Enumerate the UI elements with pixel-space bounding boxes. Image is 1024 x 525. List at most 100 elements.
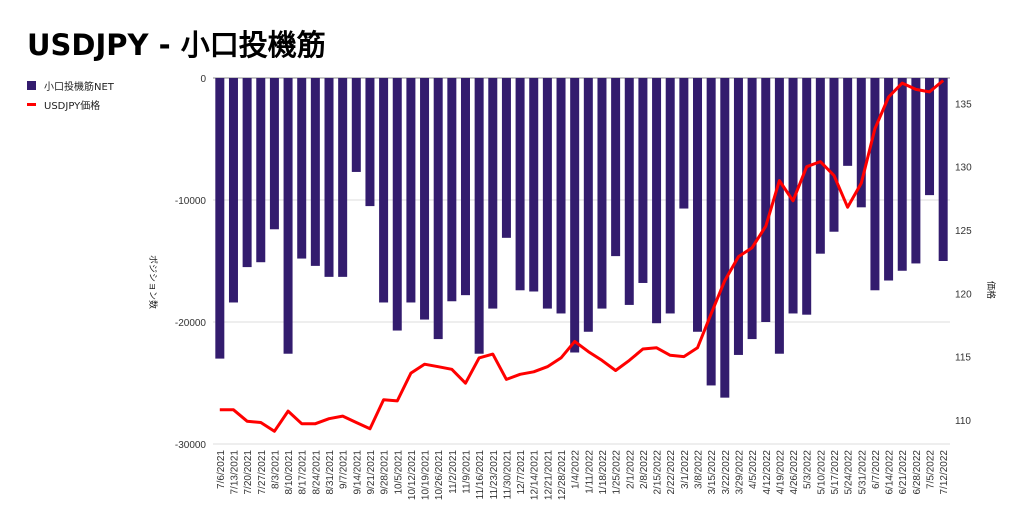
bar [761,78,771,322]
legend-label-bar: 小口投機筋NET [44,82,114,93]
legend-label-line: USDJPY価格 [44,101,101,112]
bar [515,78,525,291]
bar [228,78,238,303]
bar [365,78,375,207]
y-tick-right: 125 [955,226,972,237]
x-tick-label: 7/5/2022 [926,450,937,489]
price-line [219,79,945,433]
y-tick-right: 120 [955,289,972,300]
x-tick-label: 5/31/2022 [857,450,868,495]
y-tick-right: 110 [955,416,971,427]
x-tick-label: 12/14/2021 [530,450,541,500]
x-tick-label: 2/22/2022 [666,450,677,495]
bar [925,78,935,196]
bar [406,78,416,303]
x-tick-label: 1/11/2022 [584,450,595,494]
bar [242,78,252,268]
bar [474,78,484,354]
bar [802,78,812,315]
bar [815,78,825,254]
x-tick-label: 12/21/2021 [543,450,554,500]
x-tick-label: 5/17/2022 [830,450,841,495]
x-tick-label: 10/12/2021 [407,450,418,500]
legend-item-line: USDJPY価格 [27,97,100,112]
bar [938,78,948,261]
bar [583,78,593,332]
bar [897,78,907,271]
bar [679,78,689,209]
y-axis-right-label: 価格 [985,281,997,299]
x-tick-label: 3/8/2022 [694,450,705,489]
bar [870,78,880,291]
legend-swatch-line [27,103,36,106]
bar [338,78,348,277]
x-tick-label: 7/27/2021 [257,450,268,495]
bar [638,78,648,283]
x-tick-label: 11/16/2021 [475,450,486,500]
bar [570,78,580,353]
x-tick-label: 9/14/2021 [352,450,363,495]
bar [351,78,361,172]
legend-swatch-bar [27,81,36,90]
bar [733,78,743,355]
x-tick-label: 12/28/2021 [557,450,568,500]
x-tick-label: 3/29/2022 [734,450,745,495]
bar [556,78,566,314]
x-tick-label: 1/25/2022 [612,450,623,495]
bar [324,78,334,277]
x-tick-label: 8/17/2021 [298,450,309,495]
x-tick-label: 12/7/2021 [516,450,527,495]
y-tick-left: -30000 [175,440,207,451]
x-tick-label: 4/26/2022 [789,450,800,495]
bar [747,78,757,340]
chart-title: USDJPY - 小口投機筋 [27,28,326,62]
x-tick-label: 8/10/2021 [284,450,295,495]
y-tick-left: -20000 [175,318,207,329]
bar [652,78,662,324]
bar [720,78,730,398]
x-tick-label: 6/21/2022 [898,450,909,495]
bar [297,78,307,259]
bar [856,78,866,208]
x-tick-label: 11/2/2021 [448,450,459,494]
x-tick-label: 6/14/2022 [885,450,896,495]
bar [774,78,784,354]
bar [529,78,539,292]
bar [693,78,703,332]
x-tick-label: 8/24/2021 [311,450,322,495]
bar [501,78,511,238]
y-axis-left-label: ポジション数 [147,255,159,309]
x-tick-label: 4/12/2022 [762,450,773,495]
x-tick-label: 4/19/2022 [775,450,786,495]
bar [829,78,839,232]
x-tick-label: 8/31/2021 [325,450,336,495]
x-tick-label: 7/12/2022 [939,450,950,495]
x-tick-label: 1/18/2022 [598,450,609,495]
x-tick-label: 11/9/2021 [461,450,472,494]
bar [420,78,430,320]
y-tick-left: 0 [200,74,206,85]
x-tick-label: 5/24/2022 [844,450,855,495]
x-tick-label: 2/1/2022 [625,450,636,489]
x-tick-label: 7/6/2021 [216,450,227,489]
x-tick-label: 6/7/2022 [871,450,882,489]
x-tick-label: 3/1/2022 [680,450,691,489]
bar [460,78,470,296]
bar [624,78,634,305]
bar [665,78,675,314]
y-tick-right: 130 [955,163,972,174]
bar [843,78,853,166]
bar [256,78,266,263]
bar [884,78,894,281]
x-tick-label: 9/28/2021 [380,450,391,495]
x-tick-label: 3/22/2022 [721,450,732,495]
x-tick-label: 1/4/2022 [571,450,582,489]
x-tick-label: 8/3/2021 [270,450,281,489]
x-tick-label: 3/15/2022 [707,450,718,495]
bar [542,78,552,309]
y-tick-right: 115 [955,353,971,364]
x-tick-label: 5/3/2022 [803,450,814,489]
x-tick-label: 6/28/2022 [912,450,923,495]
bar [310,78,320,266]
